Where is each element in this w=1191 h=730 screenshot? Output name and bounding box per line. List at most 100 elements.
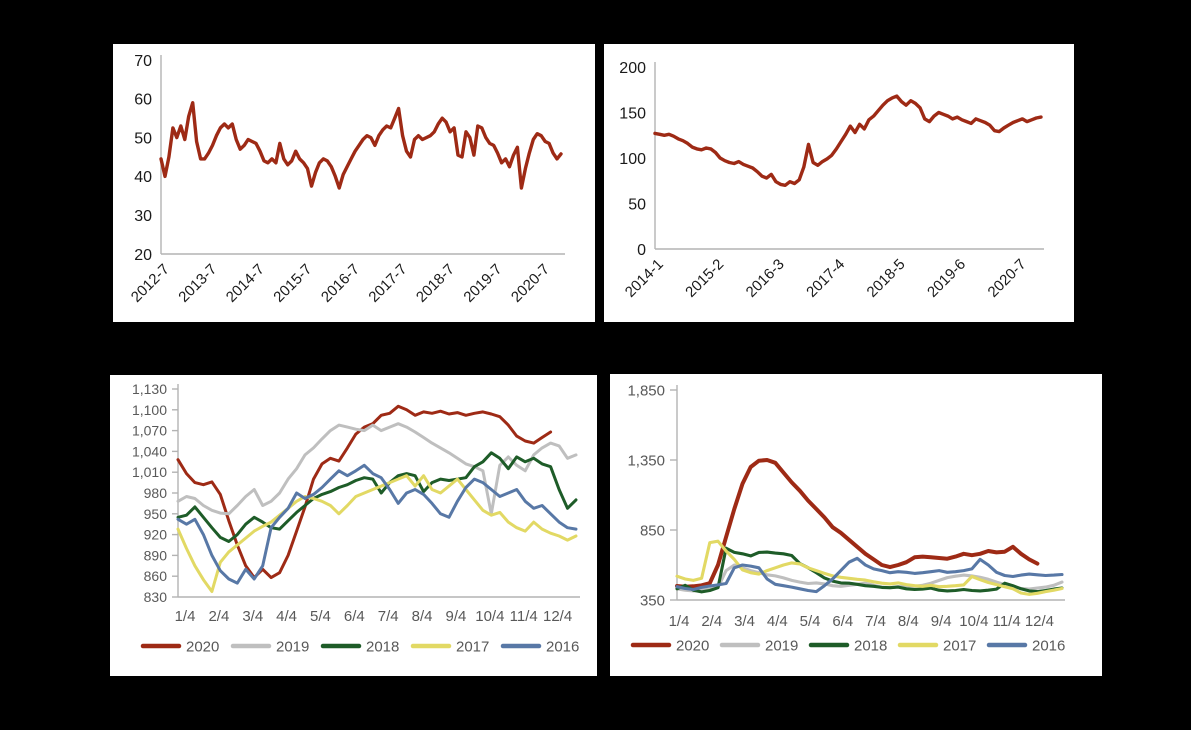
y-tick-label: 1,100 <box>132 402 167 418</box>
legend-item-2020: 2020 <box>630 637 709 654</box>
chart-panel-bottom-left: 830 860 890 920 950 980 1,010 1,040 1,070 1,100 1,… <box>110 375 597 676</box>
x-tick-label: 8/4 <box>898 613 919 630</box>
y-tick-label: 860 <box>144 568 168 584</box>
line-chart-top-left: 20 30 40 50 60 70 2012-7 2013-7 2014-7 2015-7 2016… <box>128 53 565 306</box>
line-chart-top-right: 0 50 100 150 200 2014-1 2015-2 2016-3 2017-4 2018… <box>619 60 1044 301</box>
y-tick-label: 60 <box>134 92 152 109</box>
y-tick-label: 1,350 <box>627 452 665 469</box>
x-tick-label: 6/4 <box>344 608 365 625</box>
legend-item-2019: 2019 <box>719 637 798 654</box>
legend-item-2018: 2018 <box>808 637 887 654</box>
series-line-2017 <box>176 474 578 593</box>
legend-item-2016: 2016 <box>500 638 579 655</box>
x-tick-label: 9/4 <box>446 608 467 625</box>
legend-item-2019: 2019 <box>230 638 309 655</box>
x-tick-label: 10/4 <box>959 613 988 630</box>
x-tick-label: 10/4 <box>475 608 504 625</box>
y-tick-label: 1,850 <box>627 382 665 399</box>
y-tick-label: 40 <box>134 169 152 186</box>
x-tick-label: 2016-7 <box>318 261 363 306</box>
y-tick-label: 200 <box>619 60 646 77</box>
y-tick-label: 950 <box>144 506 168 522</box>
x-tick-label: 5/4 <box>800 613 821 630</box>
series-line-2019 <box>176 422 578 516</box>
x-tick-label: 7/4 <box>378 608 399 625</box>
y-tick-label: 50 <box>134 130 152 147</box>
x-tick-label: 2019-7 <box>460 261 505 306</box>
x-tick-label: 11/4 <box>993 613 1021 630</box>
x-tick-label: 3/4 <box>242 608 263 625</box>
x-tick-label: 5/4 <box>310 608 331 625</box>
y-tick-label: 1,070 <box>132 423 167 439</box>
x-tick-label: 11/4 <box>510 608 538 625</box>
x-tick-label: 1/4 <box>669 613 690 630</box>
x-tick-label: 2020-7 <box>508 261 553 306</box>
series-line-2020 <box>176 404 553 580</box>
x-tick-label: 6/4 <box>832 613 853 630</box>
x-tick-label: 2/4 <box>208 608 229 625</box>
x-tick-label: 2013-7 <box>175 261 220 306</box>
y-tick-label: 50 <box>628 196 646 213</box>
x-tick-label: 4/4 <box>276 608 297 625</box>
x-tick-label: 2019-6 <box>924 256 969 301</box>
y-tick-label: 1,130 <box>132 381 167 397</box>
series-line-value <box>653 94 1043 188</box>
chart-panel-top-left: 20 30 40 50 60 70 2012-7 2013-7 2014-7 2015-7 2016… <box>113 44 595 322</box>
legend-label-2018: 2018 <box>854 637 887 654</box>
y-tick-label: 150 <box>619 105 646 122</box>
x-tick-label: 2017-4 <box>803 256 848 301</box>
y-tick-label: 100 <box>619 151 646 168</box>
x-tick-label: 2015-7 <box>270 261 315 306</box>
legend-label-2019: 2019 <box>276 638 309 655</box>
x-tick-label: 3/4 <box>734 613 755 630</box>
legend-item-2020: 2020 <box>140 638 219 655</box>
legend-label-2020: 2020 <box>186 638 219 655</box>
x-tick-label: 2018-7 <box>413 261 458 306</box>
y-tick-label: 20 <box>134 247 152 264</box>
legend-item-2017: 2017 <box>410 638 489 655</box>
x-tick-label: 2018-5 <box>864 256 909 301</box>
x-tick-label: 12/4 <box>1025 613 1054 630</box>
y-tick-label: 70 <box>134 53 152 70</box>
legend-label-2016: 2016 <box>546 638 579 655</box>
legend-label-2017: 2017 <box>943 637 976 654</box>
y-tick-label: 1,040 <box>132 443 167 459</box>
x-tick-label: 4/4 <box>767 613 788 630</box>
y-tick-label: 980 <box>144 485 168 501</box>
series-line-2016 <box>176 463 578 585</box>
series-line-2018 <box>176 451 578 543</box>
legend-item-2017: 2017 <box>897 637 976 654</box>
chart-panel-top-right: 0 50 100 150 200 2014-1 2015-2 2016-3 2017-4 2018… <box>604 44 1074 322</box>
legend-label-2020: 2020 <box>676 637 709 654</box>
x-tick-label: 9/4 <box>931 613 952 630</box>
series-line-2016 <box>675 556 1064 594</box>
legend-label-2016: 2016 <box>1032 637 1065 654</box>
line-chart-bottom-right: 350 850 1,350 1,850 1/4 2/4 3/4 4/4 5/4 6/4 7/4 8/4… <box>627 382 1065 654</box>
legend-item-2016: 2016 <box>986 637 1065 654</box>
legend-item-2018: 2018 <box>320 638 399 655</box>
x-tick-label: 8/4 <box>412 608 433 625</box>
y-tick-label: 830 <box>144 589 168 605</box>
x-tick-label: 2012-7 <box>128 261 173 306</box>
line-chart-bottom-left: 830 860 890 920 950 980 1,010 1,040 1,070 1,100 1,… <box>132 381 580 655</box>
legend-label-2019: 2019 <box>765 637 798 654</box>
y-tick-label: 920 <box>144 527 168 543</box>
x-tick-label: 2014-7 <box>223 261 268 306</box>
x-tick-label: 1/4 <box>175 608 196 625</box>
chart-panel-bottom-right: 350 850 1,350 1,850 1/4 2/4 3/4 4/4 5/4 6/4 7/4 8/4… <box>610 374 1102 676</box>
x-tick-label: 2014-1 <box>622 256 667 301</box>
x-tick-label: 2017-7 <box>365 261 410 306</box>
x-tick-label: 2020-7 <box>985 256 1030 301</box>
y-tick-label: 890 <box>144 547 168 563</box>
x-tick-label: 12/4 <box>543 608 572 625</box>
legend-label-2018: 2018 <box>366 638 399 655</box>
x-tick-label: 7/4 <box>865 613 886 630</box>
y-tick-label: 1,010 <box>132 464 167 480</box>
y-tick-label: 350 <box>640 592 665 609</box>
y-tick-label: 850 <box>640 522 665 539</box>
legend-label-2017: 2017 <box>456 638 489 655</box>
y-tick-label: 30 <box>134 208 152 225</box>
x-tick-label: 2/4 <box>701 613 722 630</box>
series-line-2017 <box>675 539 1064 596</box>
